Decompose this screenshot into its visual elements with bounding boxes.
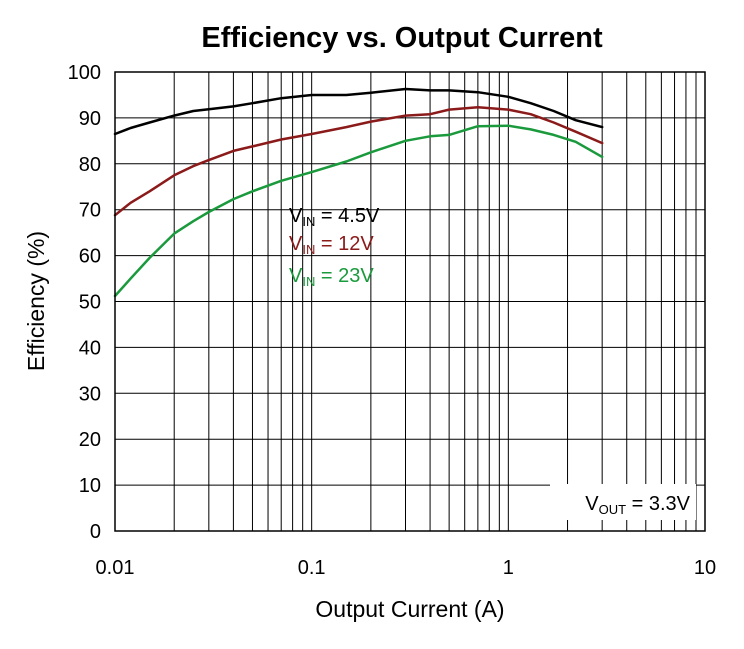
- x-tick-labels: 0.01 0.1 1 10: [96, 557, 717, 579]
- x-axis-label: Output Current (A): [315, 596, 504, 622]
- series-line-3: [113, 124, 604, 298]
- annotation-box: [550, 484, 696, 520]
- y-tick-label: 100: [68, 62, 101, 84]
- legend: VIN = 4.5V VIN = 12V VIN = 23V: [289, 205, 380, 289]
- y-tick-label: 30: [79, 383, 101, 405]
- legend-entry: VIN = 12V: [289, 233, 374, 257]
- y-tick-label: 0: [90, 521, 101, 543]
- annotation-text: VOUT = 3.3V: [585, 493, 690, 517]
- y-tick-label: 60: [79, 246, 101, 268]
- y-tick-label: 70: [79, 200, 101, 222]
- legend-entry: VIN = 23V: [289, 265, 374, 289]
- y-axis-label: Efficiency (%): [23, 231, 49, 371]
- y-tick-labels: 0 10 20 30 40 50 60 70 80 90 100: [68, 62, 101, 543]
- x-tick-label: 0.01: [96, 557, 135, 579]
- y-tick-label: 80: [79, 154, 101, 176]
- y-tick-label: 50: [79, 292, 101, 314]
- y-tick-label: 20: [79, 429, 101, 451]
- legend-entry: VIN = 4.5V: [289, 205, 380, 229]
- chart-title: Efficiency vs. Output Current: [201, 22, 603, 54]
- x-tick-label: 0.1: [298, 557, 326, 579]
- plot-frame: [114, 71, 706, 532]
- series-line-2: [113, 106, 604, 217]
- series-line-1: [113, 87, 604, 136]
- y-tick-label: 90: [79, 108, 101, 130]
- x-tick-label: 10: [694, 557, 716, 579]
- y-tick-label: 40: [79, 337, 101, 359]
- vout-annotation: VOUT = 3.3V: [550, 484, 696, 520]
- x-tick-label: 1: [503, 557, 514, 579]
- series-group: [113, 87, 604, 298]
- y-tick-label: 10: [79, 475, 101, 497]
